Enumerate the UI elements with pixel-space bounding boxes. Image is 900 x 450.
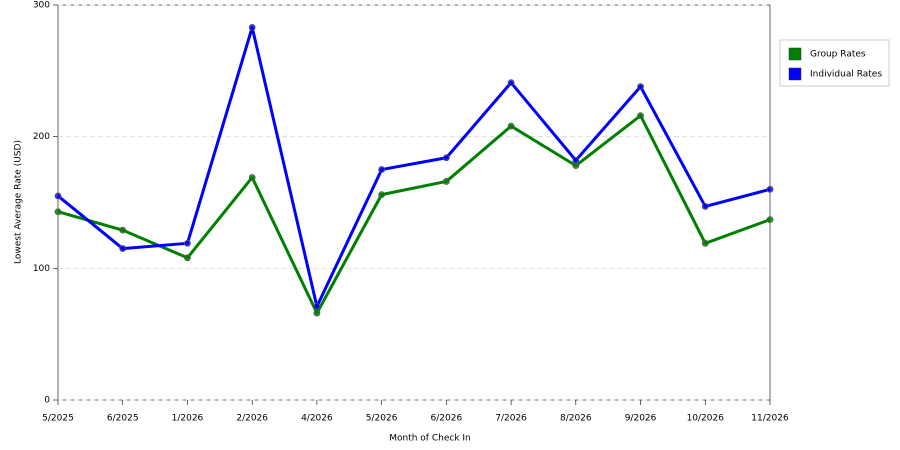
- point: [442, 178, 450, 185]
- series-line: [57, 25, 771, 309]
- x-axis-label: Month of Check In: [389, 434, 471, 444]
- y-tick-label: 300: [33, 1, 50, 11]
- point: [119, 226, 127, 234]
- x-tick-label: 9/2026: [625, 414, 657, 424]
- x-tick-label: 5/2026: [366, 414, 398, 424]
- point: [442, 154, 450, 162]
- plot-frame: [57, 4, 771, 401]
- series-line: [57, 114, 771, 315]
- x-tick-label: 6/2026: [431, 414, 463, 424]
- point: [701, 239, 709, 247]
- x-tick-label: 1/2026: [172, 414, 204, 424]
- legend-label: Individual Rates: [810, 70, 882, 80]
- x-tick-label: 4/2026: [301, 414, 333, 424]
- point: [313, 303, 321, 310]
- x-tick-label: 11/2026: [751, 414, 789, 424]
- point: [701, 203, 709, 210]
- y-axis-label: Lowest Average Rate (USD): [14, 140, 24, 264]
- y-tick-label: 100: [33, 264, 50, 274]
- y-tick-label: 0: [44, 396, 50, 406]
- y-tick-label: 200: [33, 132, 50, 142]
- point: [572, 156, 580, 164]
- x-tick-label: 2/2026: [236, 414, 268, 424]
- point: [248, 174, 256, 181]
- point: [54, 208, 62, 216]
- point: [378, 191, 386, 199]
- x-tick-label: 5/2025: [42, 414, 74, 424]
- point: [766, 216, 774, 224]
- point: [119, 245, 127, 252]
- x-tick-label: 6/2025: [107, 414, 139, 424]
- point: [507, 79, 515, 87]
- point: [507, 122, 515, 130]
- point: [184, 254, 191, 262]
- point: [637, 112, 644, 119]
- point: [378, 166, 386, 173]
- x-tick-label: 8/2026: [560, 414, 592, 424]
- point: [54, 192, 62, 200]
- legend-swatch: [788, 47, 802, 61]
- x-tick-label: 10/2026: [687, 414, 725, 424]
- legend-swatch: [788, 67, 802, 81]
- point: [248, 23, 256, 31]
- legend-label: Group Rates: [810, 50, 866, 60]
- point: [313, 309, 321, 317]
- x-tick-label: 7/2026: [495, 414, 527, 424]
- point: [184, 239, 191, 247]
- point: [766, 185, 774, 193]
- point: [637, 83, 644, 91]
